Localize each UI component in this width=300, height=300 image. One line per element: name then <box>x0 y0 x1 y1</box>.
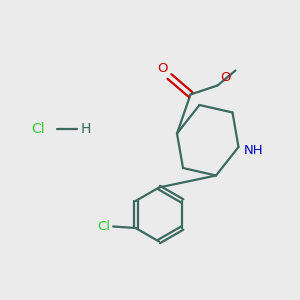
Text: Cl: Cl <box>32 122 45 136</box>
Text: H: H <box>81 122 92 136</box>
Text: O: O <box>220 71 231 84</box>
Text: Cl: Cl <box>98 220 111 233</box>
Text: O: O <box>157 62 167 75</box>
Text: NH: NH <box>244 144 263 157</box>
